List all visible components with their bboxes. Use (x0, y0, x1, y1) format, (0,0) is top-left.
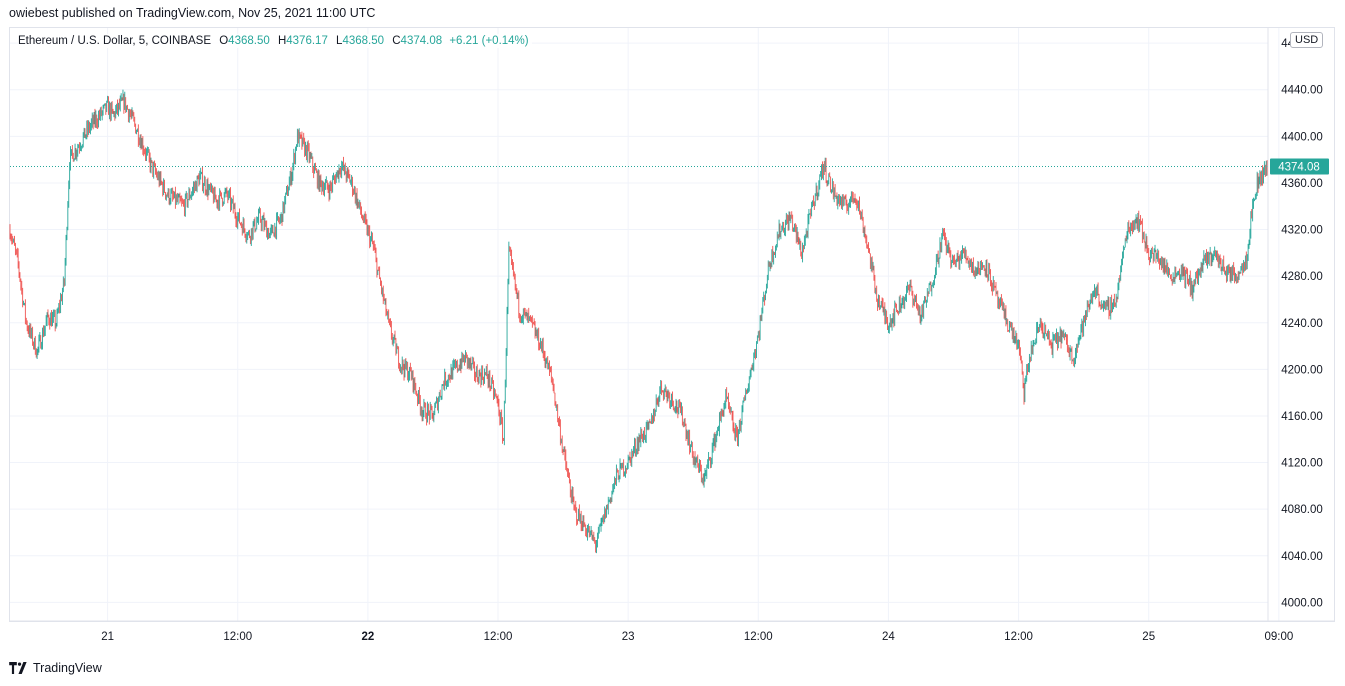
y-tick-label: 4040.00 (1281, 551, 1323, 563)
last-price-label-group: 4374.08 (1270, 158, 1329, 175)
footer: TradingView (9, 660, 102, 676)
x-tick-label: 23 (622, 631, 635, 643)
x-tick-label: 22 (361, 631, 374, 643)
publisher-line: owiebest published on TradingView.com, N… (9, 6, 376, 20)
legend-high-label: H (277, 35, 287, 47)
x-tick-label: 24 (882, 631, 895, 643)
y-tick-label: 4360.00 (1281, 178, 1323, 190)
legend-close-value: 4374.08 (400, 35, 443, 47)
currency-button[interactable]: USD (1290, 32, 1324, 48)
legend-symbol: Ethereum / U.S. Dollar, 5, COINBASE (18, 35, 212, 47)
candlestick-series (9, 89, 1269, 554)
legend-close-label: C (392, 35, 401, 47)
x-tick-label: 09:00 (1264, 631, 1293, 643)
x-tick-label: 21 (101, 631, 114, 643)
legend-high-value: 4376.17 (286, 35, 328, 47)
legend-open-value: 4368.50 (228, 35, 270, 47)
chart-legend: Ethereum / U.S. Dollar, 5, COINBASE O436… (18, 34, 532, 48)
footer-brand: TradingView (33, 661, 102, 675)
legend-change: +6.21 (+0.14%) (449, 35, 529, 47)
legend-low-value: 4368.50 (342, 35, 385, 47)
y-tick-label: 4240.00 (1281, 318, 1323, 330)
x-tick-label: 12:00 (744, 631, 773, 643)
price-axis: 4000.00 4040.00 4080.00 4120.00 4160.00 4200.… (1267, 28, 1323, 621)
tradingview-logo-icon (9, 662, 27, 674)
y-tick-label: 4080.00 (1281, 504, 1323, 516)
y-tick-label: 4160.00 (1281, 411, 1323, 423)
chart-grid (10, 28, 1280, 621)
x-tick-label: 12:00 (1004, 631, 1033, 643)
y-tick-label: 4280.00 (1281, 271, 1323, 283)
y-tick-label: 4000.00 (1281, 597, 1323, 609)
y-tick-label: 4440.00 (1281, 85, 1323, 97)
y-tick-label: 4320.00 (1281, 225, 1323, 237)
y-tick-label: 4200.00 (1281, 364, 1323, 376)
last-price-badge (1270, 158, 1329, 175)
x-tick-label: 12:00 (484, 631, 513, 643)
legend-open-label: O (219, 35, 229, 47)
legend-low-label: L (336, 35, 343, 47)
y-tick-label: 4120.00 (1281, 458, 1323, 470)
y-tick-label: 4400.00 (1281, 131, 1323, 143)
last-price-label: 4374.08 (1278, 162, 1320, 174)
x-tick-label: 12:00 (223, 631, 252, 643)
x-tick-label: 25 (1142, 631, 1155, 643)
